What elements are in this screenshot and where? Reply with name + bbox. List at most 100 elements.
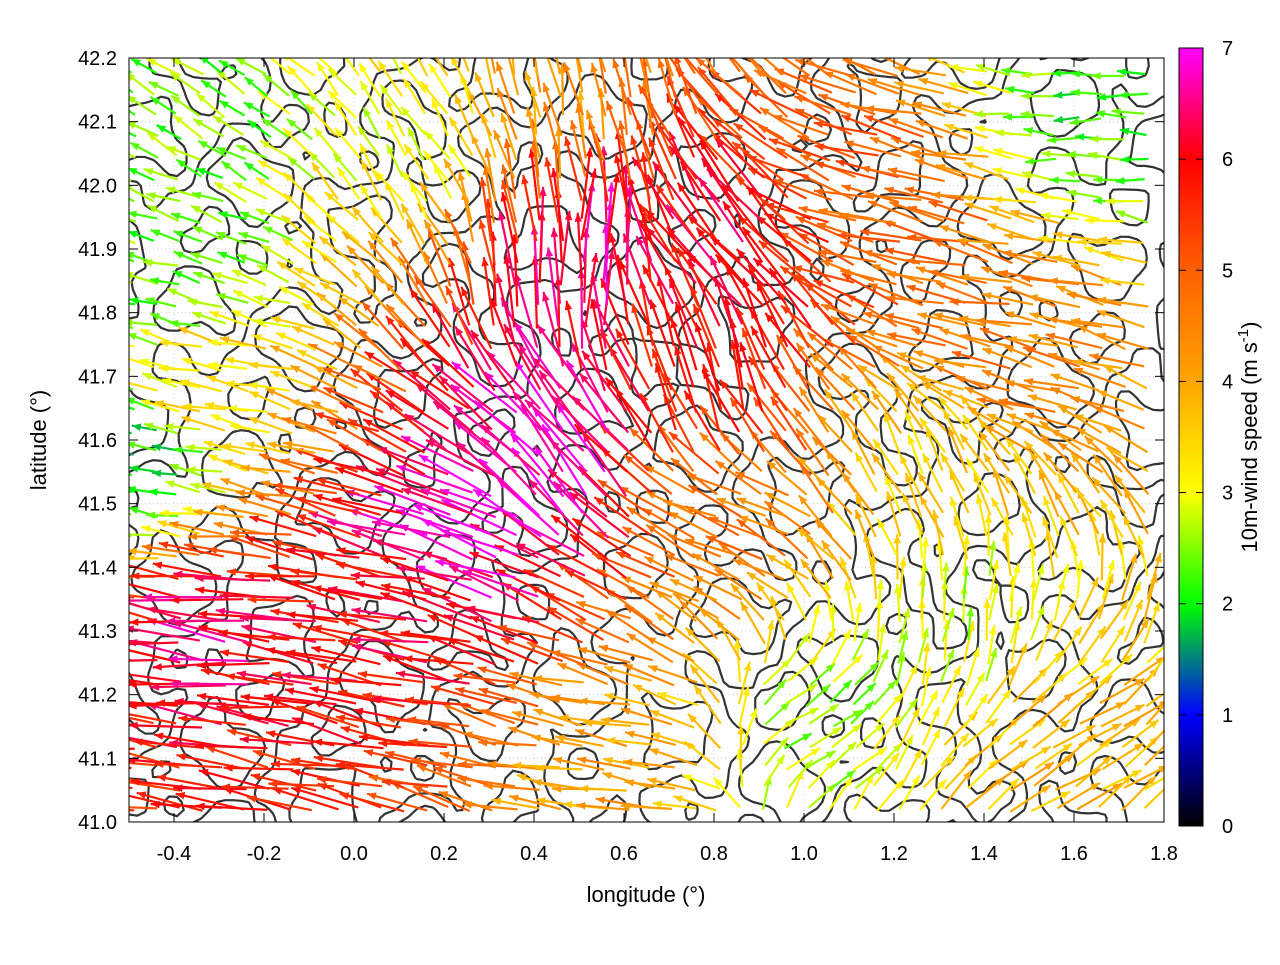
wind-arrow [148, 488, 176, 496]
wind-arrow [1080, 702, 1126, 724]
wind-arrow [1101, 705, 1144, 727]
y-tick-label: 41.2 [78, 685, 117, 707]
wind-arrow [92, 601, 157, 622]
wind-arrow [785, 733, 812, 748]
wind-arrow [123, 319, 157, 327]
wind-arrow [157, 125, 182, 139]
wind-arrow [69, 641, 133, 661]
wind-arrow [472, 135, 493, 180]
wind-arrow [129, 465, 155, 473]
wind-arrow [893, 534, 901, 579]
wind-arrow [1148, 553, 1162, 600]
wind-arrow [123, 185, 154, 202]
wind-arrow [557, 563, 608, 599]
wind-arrow [747, 156, 809, 178]
wind-arrow [796, 429, 828, 476]
x-tick-label: 0.2 [430, 843, 458, 865]
colorbar-label: 10m-wind speed (m s-1) [1235, 322, 1262, 553]
wind-arrow [125, 626, 200, 641]
wind-arrow [130, 572, 199, 580]
wind-arrow [1088, 152, 1122, 160]
wind-arrow [268, 575, 335, 600]
wind-arrow [854, 748, 887, 770]
wind-arrow [290, 568, 357, 579]
wind-arrow [170, 73, 200, 93]
wind-arrow [855, 662, 879, 685]
wind-arrow [565, 570, 626, 599]
wind-arrow [632, 157, 673, 219]
wind-arrow [648, 665, 697, 682]
y-tick-label: 42.0 [78, 175, 117, 197]
wind-arrow [827, 502, 856, 536]
wind-arrow [219, 101, 244, 116]
x-tick-label: 1.6 [1060, 843, 1088, 865]
x-tick-label: 1.8 [1150, 843, 1178, 865]
wind-arrow [1079, 627, 1105, 664]
wind-arrow [993, 148, 1032, 159]
wind-arrow [948, 427, 967, 473]
wind-arrow [874, 680, 896, 705]
y-tick-label: 41.3 [78, 621, 117, 643]
wind-arrow [639, 279, 653, 345]
wind-arrow [59, 672, 133, 682]
x-axis-label: longitude (°) [587, 882, 706, 907]
y-tick-label: 41.9 [78, 239, 117, 261]
wind-arrow [733, 559, 784, 579]
wind-arrow [812, 437, 851, 475]
wind-arrow [329, 69, 356, 95]
wind-arrow [736, 472, 789, 495]
x-tick-label: 1.0 [790, 843, 818, 865]
wind-arrow [1061, 516, 1078, 556]
wind-arrow [69, 714, 134, 725]
wind-arrow [908, 435, 923, 474]
colorbar-label-end: ) [1237, 322, 1262, 329]
wind-arrow [822, 541, 851, 581]
wind-arrow [237, 254, 267, 265]
wind-arrow [335, 128, 360, 158]
wind-arrow [128, 548, 177, 557]
wind-arrow [644, 557, 693, 581]
colorbar-tick-label: 5 [1222, 260, 1233, 282]
wind-arrow [167, 146, 201, 159]
wind-arrow [89, 547, 135, 557]
wind-arrow [833, 655, 862, 682]
wind-arrow [97, 530, 132, 538]
wind-arrow [113, 555, 158, 563]
y-tick-label: 41.7 [78, 366, 117, 388]
x-tick-label: -0.2 [247, 843, 281, 865]
wind-arrow [715, 277, 739, 347]
y-tick-label: 42.1 [78, 112, 117, 134]
wind-arrow [166, 187, 200, 198]
wind-arrow [241, 464, 291, 472]
wind-arrow [401, 107, 426, 135]
wind-arrow [434, 164, 451, 198]
wind-arrow [178, 715, 246, 725]
colorbar-tick-label: 4 [1222, 371, 1233, 393]
wind-arrow [385, 41, 401, 74]
wind-arrow [941, 649, 954, 681]
wind-arrow [728, 33, 764, 77]
wind-arrow [933, 240, 988, 261]
wind-arrow [788, 633, 810, 662]
wind-arrow [1044, 453, 1077, 493]
wind-arrow [877, 780, 903, 811]
wind-arrow [70, 586, 134, 598]
wind-arrow [757, 282, 787, 347]
y-tick-label: 41.5 [78, 494, 117, 516]
y-tick-label: 41.8 [78, 303, 117, 325]
x-tick-label: 0.0 [340, 843, 368, 865]
wind-arrow [693, 304, 719, 367]
wind-arrow [482, 48, 494, 95]
wind-arrow [843, 59, 898, 77]
x-tick-label: 0.6 [610, 843, 638, 865]
x-tick-label: 0.8 [700, 843, 728, 865]
wind-arrow [764, 755, 784, 786]
wind-arrow [1120, 156, 1148, 164]
wind-arrow [1056, 658, 1088, 683]
wind-arrow [765, 702, 789, 724]
colorbar-label-main: 10m-wind speed (m s [1237, 342, 1262, 552]
wind-arrow [918, 472, 943, 512]
wind-arrow [566, 20, 581, 72]
wind-arrow [895, 389, 923, 429]
